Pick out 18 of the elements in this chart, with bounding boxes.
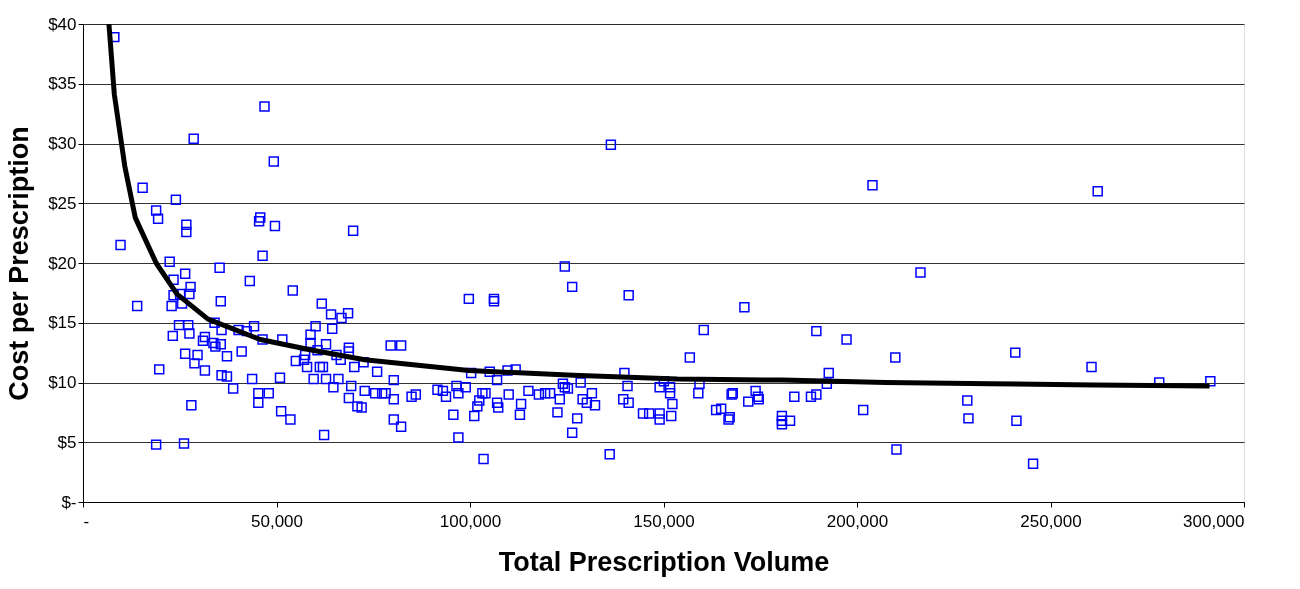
x-tick-label: 300,000 [1183, 511, 1245, 531]
x-tick-label: 50,000 [251, 511, 303, 531]
y-tick-label: $5 [57, 432, 77, 452]
x-tick-label: 200,000 [826, 511, 889, 531]
y-tick-label: $30 [48, 134, 77, 153]
x-tick-label: - [83, 511, 90, 531]
y-axis-title: Cost per Prescription [4, 126, 35, 401]
y-tick-label: $20 [48, 253, 77, 273]
y-tick-label: $25 [48, 193, 77, 213]
y-tick-label: $35 [48, 74, 77, 94]
x-tick-label: 250,000 [1020, 511, 1082, 531]
y-tick-label: $- [61, 492, 77, 512]
x-tick-label: 100,000 [439, 511, 502, 531]
y-tick-label: $15 [48, 313, 77, 333]
y-tick-label: $40 [48, 14, 77, 34]
x-tick-label: 150,000 [633, 511, 695, 531]
x-axis-title: Total Prescription Volume [498, 546, 830, 577]
y-tick-label: $10 [48, 373, 77, 392]
